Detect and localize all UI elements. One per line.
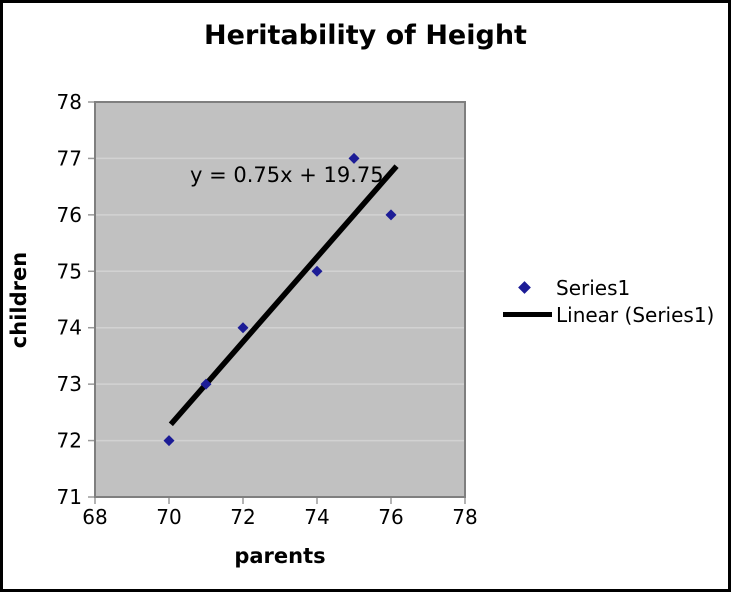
x-tick-label: 76 <box>378 505 403 529</box>
y-tick-label: 75 <box>57 259 82 283</box>
x-tick-label: 70 <box>156 505 181 529</box>
trendline-equation-label: y = 0.75x + 19.75 <box>190 163 384 187</box>
y-tick-label: 72 <box>57 429 82 453</box>
trendline-sample-icon <box>503 312 552 317</box>
data-point <box>163 435 175 447</box>
plot-canvas: 68 70 72 74 76 78 71 72 73 74 75 76 77 78 <box>57 90 478 529</box>
series1-diamond-icon <box>518 281 531 294</box>
data-point <box>237 322 249 334</box>
legend-label-linear: Linear (Series1) <box>556 302 715 327</box>
x-axis-title: parents <box>234 544 326 568</box>
data-point <box>348 152 360 164</box>
legend: Series1 Linear (Series1) <box>503 274 714 328</box>
data-point <box>311 265 323 277</box>
y-tick-label: 71 <box>57 485 82 509</box>
legend-entry-linear: Linear (Series1) <box>503 301 714 328</box>
y-tick-label: 77 <box>57 146 82 170</box>
legend-entry-series1: Series1 <box>503 274 714 301</box>
data-point <box>200 378 212 390</box>
data-point <box>385 209 397 221</box>
x-tick-label: 72 <box>230 505 255 529</box>
y-axis-title: children <box>7 251 31 349</box>
chart-title: Heritability of Height <box>204 20 527 51</box>
legend-label-series1: Series1 <box>556 275 631 300</box>
x-tick-label: 68 <box>82 505 107 529</box>
y-tick-label: 73 <box>57 372 82 396</box>
y-tick-label: 76 <box>57 203 82 227</box>
y-tick-label: 74 <box>57 316 82 340</box>
x-tick-label: 74 <box>304 505 329 529</box>
x-tick-label: 78 <box>452 505 477 529</box>
y-tick-label: 78 <box>57 90 82 114</box>
